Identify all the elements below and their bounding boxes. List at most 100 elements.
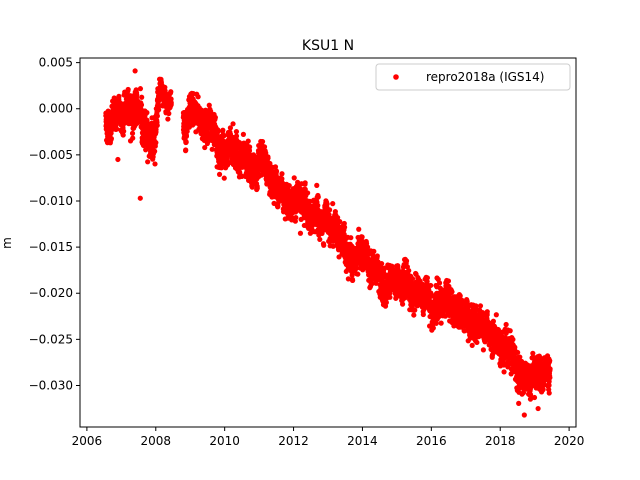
x-axis: 2006 2008 2010 2012 2014 2016 2018 2020 [72,427,585,448]
data-point [349,272,355,278]
x-tick-label: 2012 [278,434,309,448]
data-point [547,358,553,364]
data-point [469,342,475,348]
data-point [406,268,412,274]
data-point [356,226,362,232]
data-point [535,405,541,412]
data-point [247,144,253,150]
data-point [341,231,347,237]
data-point [516,400,522,406]
data-point [457,293,463,299]
x-tick-label: 2010 [209,434,240,448]
data-point [412,307,418,313]
data-point [484,309,490,315]
data-point [547,366,553,372]
data-point [430,325,436,331]
data-point [403,258,410,264]
data-point [315,202,321,209]
data-point [428,282,434,289]
data-point [337,219,343,225]
data-point [138,102,145,108]
y-tick-label: −0.030 [29,378,73,392]
x-tick-label: 2020 [554,434,585,448]
data-point [546,390,552,396]
data-point [314,182,320,188]
data-point [183,147,189,153]
x-tick-label: 2014 [347,434,378,448]
data-point [438,320,444,326]
data-point [302,180,308,186]
data-point [129,130,136,136]
data-point [114,126,120,132]
y-tick-label: −0.015 [29,240,73,254]
data-point [156,107,162,113]
data-point [317,236,323,243]
data-point [259,138,266,145]
data-point [321,242,327,248]
data-point [420,311,426,318]
data-point [139,94,145,100]
data-point [273,168,280,175]
data-point [355,271,361,277]
data-point [184,128,190,134]
data-point [254,185,260,191]
data-point [445,278,452,284]
data-point [279,176,285,182]
data-point [206,102,212,108]
data-point [125,86,131,93]
data-point [221,132,227,139]
data-point [137,195,143,201]
data-point [291,175,297,181]
data-point [353,265,360,271]
data-point [221,175,227,181]
data-point [286,182,292,189]
x-tick-label: 2008 [141,434,172,448]
data-point [132,68,138,74]
data-point [120,132,126,138]
data-point [279,171,285,177]
data-point [240,131,246,137]
x-tick-label: 2018 [485,434,516,448]
data-point [168,89,174,95]
data-point [501,369,507,375]
data-point [480,347,487,353]
data-point [547,375,553,381]
data-point [227,125,233,131]
data-point [517,354,523,360]
data-point [515,349,521,356]
data-point [371,248,377,254]
data-point [324,201,330,207]
data-point [546,382,552,388]
data-point [218,165,225,171]
data-point [330,201,336,207]
data-point [245,138,251,144]
data-point [115,156,121,163]
data-point [330,243,336,249]
data-point [501,360,507,366]
data-point [154,122,160,129]
data-point [166,110,172,117]
data-point [435,276,441,282]
data-point [137,86,144,92]
x-tick-label: 2006 [72,434,103,448]
y-tick-label: −0.010 [29,194,73,208]
data-point [233,133,240,139]
data-point [168,96,174,102]
legend-box [375,63,571,91]
data-point [195,94,201,100]
y-tick-label: −0.025 [29,332,73,346]
data-point [263,150,269,156]
data-point [153,140,159,146]
data-point [424,275,430,281]
data-point [369,280,375,287]
data-point [152,161,158,167]
data-point [510,336,516,343]
data-point [202,144,208,151]
y-tick-label: −0.020 [29,286,73,300]
data-point [230,121,236,127]
data-point [512,344,518,350]
data-point [345,276,351,282]
data-point [297,230,304,236]
data-point [379,261,385,267]
data-point [402,295,408,301]
